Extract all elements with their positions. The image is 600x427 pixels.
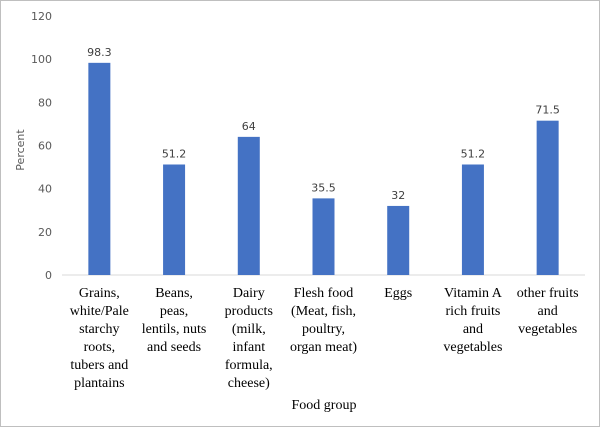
y-tick-label: 80 xyxy=(38,96,52,109)
x-category-label: Flesh food (Meat, fish, poultry, organ meat… xyxy=(279,285,369,357)
bar-data-label: 71.5 xyxy=(535,104,560,117)
x-category-label-line: Beans, xyxy=(155,286,193,301)
y-tick-label: 120 xyxy=(31,10,52,23)
x-category-label: Grains, white/Pale starchy roots, tubers and… xyxy=(54,285,144,393)
x-category-label-line: starchy xyxy=(79,322,120,337)
bar-data-label: 51.2 xyxy=(162,147,187,160)
x-category-label-line: poultry, xyxy=(301,322,346,337)
x-category-label-line: vegetables xyxy=(443,340,503,355)
x-category-label-line: and seeds xyxy=(147,340,202,355)
x-category-label-line: (Meat, fish, xyxy=(291,304,356,319)
bar-data-label: 64 xyxy=(242,120,256,133)
y-axis-ticks: 0 20 40 60 80 100 120 xyxy=(31,10,52,282)
x-category-label-line: Dairy xyxy=(232,286,265,301)
y-tick-label: 100 xyxy=(31,53,52,66)
bar xyxy=(88,62,111,276)
y-tick-label: 20 xyxy=(38,226,52,239)
x-category-label-line: lentils, nuts xyxy=(141,322,207,337)
x-category-label-line: products xyxy=(224,304,273,319)
x-category-label-line: peas, xyxy=(159,304,189,319)
x-category-label: Dairy products (milk, infant formula, cheese) xyxy=(204,285,294,393)
bar-series xyxy=(88,62,559,276)
x-category-label: Beans, peas, lentils, nuts and seeds xyxy=(129,285,219,357)
bar xyxy=(237,136,260,275)
bar-data-label: 98.3 xyxy=(87,46,112,59)
x-axis-label: Food group xyxy=(292,398,357,413)
x-category-label-line: roots, xyxy=(83,340,116,355)
x-category-label-line: formula, xyxy=(224,358,273,373)
x-category-label-line: and xyxy=(537,304,558,319)
data-labels: 98.3 51.2 64 35.5 32 51.2 71.5 xyxy=(87,46,560,202)
x-category-label-line: Flesh food xyxy=(293,286,354,301)
x-category-label-line: Eggs xyxy=(384,286,413,301)
bar-data-label: 35.5 xyxy=(311,181,336,194)
bar xyxy=(387,205,410,275)
x-category-label: Eggs xyxy=(353,285,443,303)
y-tick-label: 0 xyxy=(45,269,52,282)
x-category-label-line: (milk, xyxy=(231,322,266,337)
x-category-label: Vitamin A rich fruits and vegetables xyxy=(428,285,518,357)
x-category-label-line: cheese) xyxy=(227,376,270,391)
x-category-label-line: and xyxy=(462,322,484,337)
x-category-label-line: tubers and xyxy=(70,358,129,373)
x-category-label-line: Grains, xyxy=(78,286,120,301)
x-category-label-line: organ meat) xyxy=(290,340,357,355)
bar xyxy=(461,164,484,275)
bar-data-label: 32 xyxy=(391,189,405,202)
x-category-label-line: vegetables xyxy=(518,322,578,337)
bar-data-label: 51.2 xyxy=(461,147,486,160)
bar xyxy=(312,198,335,275)
x-category-label-line: Vitamin A xyxy=(443,286,502,301)
x-category-label: other fruits and vegetables xyxy=(503,285,593,339)
bar xyxy=(536,120,559,275)
y-axis-label: Percent xyxy=(14,129,27,171)
y-tick-label: 60 xyxy=(38,140,52,153)
x-category-label-line: plantains xyxy=(74,376,125,391)
bar xyxy=(163,164,186,275)
x-category-label-line: infant xyxy=(232,340,266,355)
y-tick-label: 40 xyxy=(38,183,52,196)
x-category-label-line: rich fruits xyxy=(445,304,501,319)
x-category-label-line: white/Pale xyxy=(69,304,129,319)
x-category-label-line: other fruits xyxy=(516,286,579,301)
